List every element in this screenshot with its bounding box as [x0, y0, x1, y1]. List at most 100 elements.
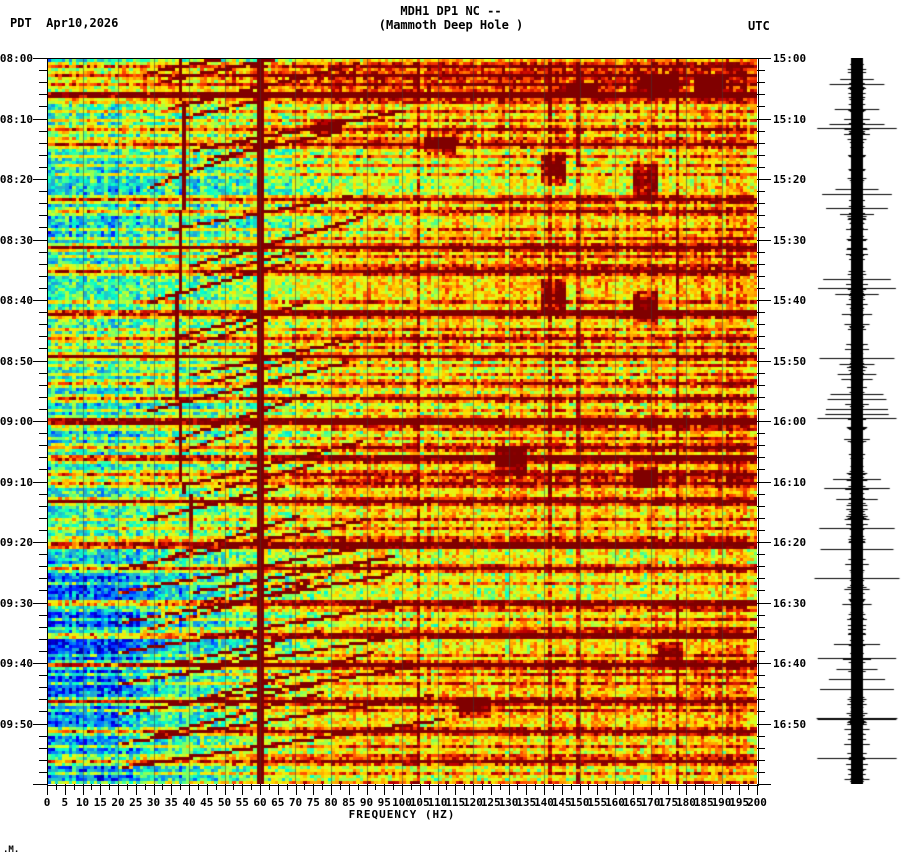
axis-tick — [331, 784, 332, 795]
frequency-axis-label: 145 — [551, 796, 572, 809]
axis-tick — [757, 227, 765, 228]
axis-tick — [757, 324, 765, 325]
axis-tick — [757, 70, 765, 71]
axis-tick — [562, 784, 563, 795]
axis-tick — [39, 373, 47, 374]
frequency-axis-label: 20 — [111, 796, 125, 809]
axis-tick — [322, 784, 323, 790]
left-axis-label: 09:20 — [0, 536, 33, 549]
left-axis-label: 09:00 — [0, 415, 33, 428]
frequency-axis-label: 55 — [235, 796, 249, 809]
left-axis-label: 09:30 — [0, 597, 33, 610]
axis-tick — [757, 542, 771, 543]
axis-tick — [39, 203, 47, 204]
axis-tick — [544, 784, 545, 795]
axis-tick — [47, 784, 48, 795]
axis-tick — [39, 167, 47, 168]
axis-tick — [757, 119, 771, 120]
frequency-axis-label: 110 — [427, 796, 448, 809]
corner-mark: .M. — [3, 845, 20, 855]
axis-tick — [33, 421, 47, 422]
seismogram-trace-panel[interactable] — [812, 58, 902, 784]
axis-tick — [39, 409, 47, 410]
axis-tick — [33, 482, 47, 483]
axis-tick — [127, 784, 128, 790]
left-axis-label: 08:40 — [0, 294, 33, 307]
axis-tick — [39, 651, 47, 652]
axis-tick — [39, 445, 47, 446]
axis-tick — [171, 784, 172, 795]
axis-tick — [491, 784, 492, 795]
axis-tick — [39, 554, 47, 555]
right-axis-label: 16:50 — [773, 718, 807, 731]
axis-tick — [33, 603, 47, 604]
frequency-axis-label: 170 — [640, 796, 661, 809]
axis-tick — [39, 736, 47, 737]
axis-tick — [757, 203, 765, 204]
frequency-axis-label: 150 — [569, 796, 590, 809]
axis-tick — [588, 784, 589, 790]
axis-tick — [39, 748, 47, 749]
frequency-axis-label: 100 — [392, 796, 412, 809]
left-axis-label: 09:50 — [0, 718, 33, 731]
axis-tick — [100, 784, 101, 795]
axis-tick — [757, 409, 765, 410]
axis-tick — [517, 784, 518, 790]
right-axis-label: 15:10 — [773, 113, 807, 126]
frequency-axis-label: 25 — [129, 796, 143, 809]
axis-tick — [39, 469, 47, 470]
axis-tick — [757, 215, 765, 216]
axis-tick — [39, 772, 47, 773]
axis-tick — [757, 312, 765, 313]
axis-tick — [429, 784, 430, 790]
spectrogram-plot[interactable] — [47, 58, 757, 784]
frequency-axis-title: FREQUENCY (HZ) — [348, 808, 456, 821]
axis-tick — [757, 663, 771, 664]
axis-tick — [39, 215, 47, 216]
frequency-axis-label: 155 — [587, 796, 608, 809]
axis-tick — [39, 687, 47, 688]
axis-tick — [375, 784, 376, 790]
axis-tick — [39, 530, 47, 531]
axis-tick — [393, 784, 394, 790]
header-timezone-date: PDT Apr10,2026 — [10, 16, 119, 30]
axis-tick — [260, 784, 261, 795]
axis-tick — [39, 324, 47, 325]
axis-tick — [757, 675, 765, 676]
frequency-axis-label: 195 — [729, 796, 750, 809]
axis-tick — [56, 784, 57, 790]
frequency-axis-label: 115 — [445, 796, 466, 809]
axis-tick — [624, 784, 625, 790]
axis-tick — [757, 264, 765, 265]
axis-tick — [233, 784, 234, 790]
axis-tick — [757, 276, 765, 277]
axis-tick — [757, 300, 771, 301]
axis-tick — [757, 348, 765, 349]
axis-tick — [242, 784, 243, 795]
axis-tick — [757, 784, 758, 795]
axis-tick — [358, 784, 359, 790]
axis-tick — [757, 506, 765, 507]
right-axis-label: 16:30 — [773, 597, 807, 610]
axis-tick — [580, 784, 581, 795]
frequency-axis-label: 40 — [182, 796, 196, 809]
axis-tick — [162, 784, 163, 790]
axis-tick — [136, 784, 137, 795]
axis-tick — [39, 385, 47, 386]
axis-tick — [39, 615, 47, 616]
axis-tick — [757, 143, 765, 144]
header: PDT Apr10,2026 MDH1 DP1 NC -- (Mammoth D… — [0, 0, 902, 50]
right-axis-label: 16:40 — [773, 657, 807, 670]
axis-tick — [722, 784, 723, 795]
axis-tick — [757, 445, 765, 446]
axis-tick — [39, 155, 47, 156]
frequency-axis-label: 180 — [676, 796, 696, 809]
axis-tick — [757, 469, 765, 470]
frequency-axis-label: 85 — [342, 796, 356, 809]
axis-tick — [39, 252, 47, 253]
axis-tick — [33, 240, 47, 241]
frequency-axis-label: 80 — [324, 796, 338, 809]
axis-tick — [757, 772, 765, 773]
right-axis-label: 16:10 — [773, 476, 807, 489]
axis-tick — [33, 784, 47, 785]
